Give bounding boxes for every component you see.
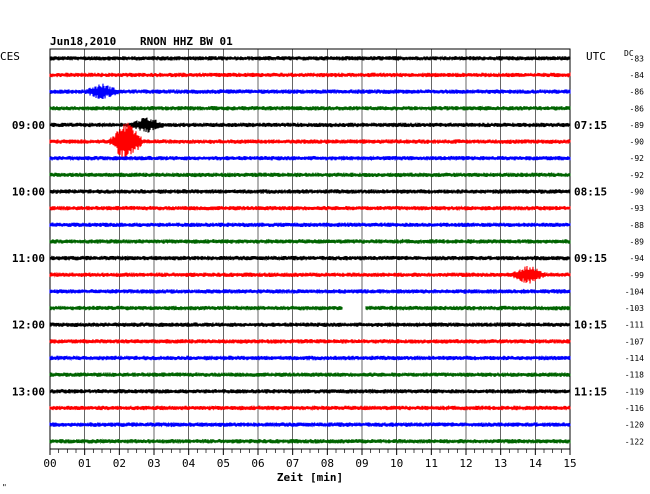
x-axis-title: Zeit [min] [277,471,343,484]
trace-line [49,288,571,295]
chart-station: RNON HHZ BW 01 [140,35,233,48]
x-tick-label: 05 [217,457,230,470]
utc-time-labels: 07:15 08:15 09:15 10:15 11:15 [574,119,607,398]
dc-offset-label: -122 [625,437,644,446]
trace-line [49,205,571,212]
trace-line [49,354,571,362]
x-tick-label: 13 [494,457,507,470]
local-time-label: 11:00 [12,252,45,265]
dc-offset-label: -84 [630,71,645,80]
x-tick-label: 11 [425,457,438,470]
x-tick-label: 06 [251,457,264,470]
dc-offset-label: -120 [625,421,644,430]
local-time-label: 12:00 [12,319,45,332]
x-tick-label: 10 [390,457,403,470]
x-tick-label: 12 [459,457,472,470]
dc-offset-label: -93 [630,204,645,213]
trace-line [49,305,571,312]
trace-line [49,404,571,412]
trace-line [49,438,571,445]
dc-offset-label: -104 [625,287,644,296]
trace-line [49,117,571,133]
dc-offset-labels: -83 -84 -86 -86 -89 -90 -92 -92 -90 -93 -88 -89 -94 -… [625,54,644,446]
dc-offset-label: -116 [625,404,644,413]
x-tick-label: 15 [563,457,576,470]
dc-offset-label: -92 [630,154,645,163]
local-time-labels: 09:00 10:00 11:00 12:00 13:00 [12,119,45,398]
x-tick-label: 04 [182,457,196,470]
dc-offset-label: -90 [630,138,645,147]
utc-time-label: 07:15 [574,119,607,132]
time-grid [49,48,571,450]
x-tick-label: 08 [321,457,334,470]
trace-line [49,421,571,428]
x-tick-label: 02 [113,457,126,470]
chart-date: Jun18,2010 [50,35,116,48]
corner-mark: " [2,483,7,492]
dc-offset-label: -83 [630,54,645,63]
dc-offset-label: -86 [630,104,645,113]
trace-line [49,189,571,194]
trace-line [49,388,571,395]
dc-offset-label: -111 [625,321,644,330]
dc-offset-label: -88 [630,221,645,230]
trace-line [49,171,571,178]
left-timezone-label: CES [0,50,20,63]
utc-time-label: 11:15 [574,385,607,398]
trace-line [49,155,571,162]
trace-line [49,55,571,62]
x-tick-label: 14 [529,457,543,470]
utc-time-label: 10:15 [574,319,607,332]
local-time-label: 10:00 [12,186,45,199]
trace-line [49,371,571,378]
local-time-label: 13:00 [12,385,45,398]
trace-line [49,105,571,112]
trace-line [49,339,571,344]
x-axis: 00 01 02 03 04 05 06 07 08 09 10 11 12 13 14 15 [43,449,577,470]
dc-offset-label: -107 [625,337,644,346]
dc-offset-label: -92 [630,171,645,180]
dc-header-label: DC [624,49,634,58]
trace-line [49,71,571,78]
dc-offset-label: -119 [625,387,644,396]
dc-offset-label: -103 [625,304,644,313]
local-time-label: 09:00 [12,119,45,132]
dc-offset-label: -86 [630,88,645,97]
dc-offset-label: -89 [630,121,645,130]
utc-time-label: 08:15 [574,186,607,199]
x-tick-label: 07 [286,457,299,470]
trace-line [49,83,571,100]
trace-line [49,221,571,228]
trace-line [49,255,571,262]
dc-offset-label: -114 [625,354,644,363]
dc-offset-label: -90 [630,188,645,197]
x-tick-label: 09 [355,457,368,470]
dc-offset-label: -99 [630,271,645,280]
x-tick-label: 03 [147,457,160,470]
utc-time-label: 09:15 [574,252,607,265]
trace-line [49,122,571,159]
dc-offset-label: -94 [630,254,645,263]
dc-offset-label: -118 [625,371,644,380]
right-timezone-label: UTC [586,50,606,63]
seismic-traces [49,55,571,445]
trace-line [49,265,571,284]
x-tick-label: 01 [78,457,91,470]
x-tick-label: 00 [43,457,56,470]
trace-line [49,238,571,245]
trace-line [49,321,571,328]
dc-offset-label: -89 [630,237,645,246]
